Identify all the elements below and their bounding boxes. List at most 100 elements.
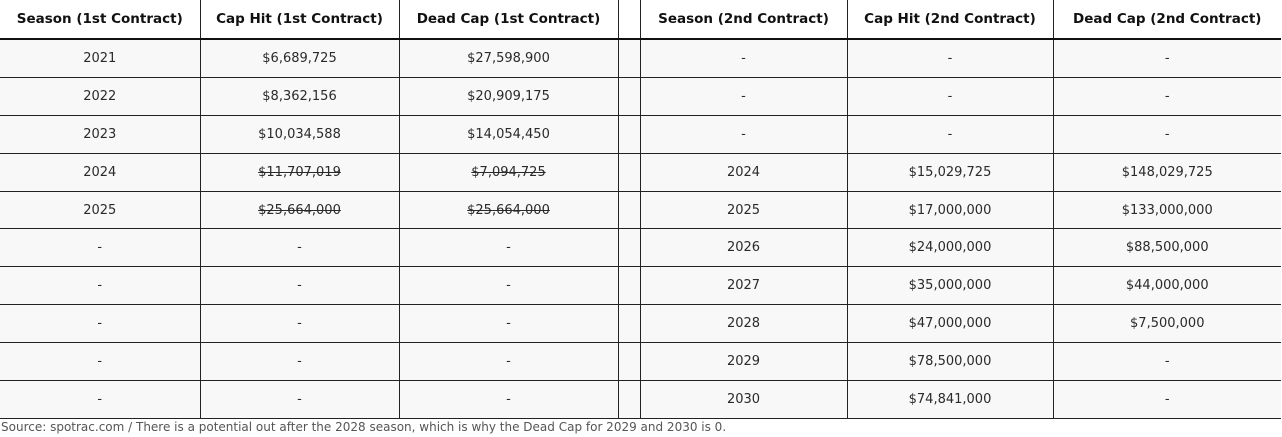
table-row: 2025 $25,664,000 $25,664,000 2025 $17,000,00… xyxy=(0,190,1281,230)
cell-value: - xyxy=(1164,88,1170,104)
cell-value: - xyxy=(1164,354,1170,370)
separator-cell xyxy=(617,114,641,154)
table-row: - - - 2028 $47,000,000 $7,500,000 xyxy=(0,304,1281,344)
cell-value: $15,029,725 xyxy=(908,164,992,180)
cell-value: - xyxy=(506,391,511,407)
cell-value: $88,500,000 xyxy=(1125,240,1209,256)
cell-dead-cap-2nd: - xyxy=(1052,76,1281,116)
separator-cell xyxy=(617,38,641,78)
cell-value: $10,034,588 xyxy=(258,126,341,142)
cell-value: $8,362,156 xyxy=(262,88,337,104)
cell-value: - xyxy=(297,391,302,407)
table-header: Season (1st Contract) Cap Hit (1st Contr… xyxy=(0,0,1281,40)
cell-season-1st: - xyxy=(0,228,201,268)
cell-value: $11,707,019 xyxy=(258,164,341,180)
cell-dead-cap-2nd: $88,500,000 xyxy=(1052,228,1281,268)
cell-season-1st: - xyxy=(0,380,201,419)
cell-value: - xyxy=(506,278,511,294)
cell-value: - xyxy=(741,50,746,66)
cell-season-2nd: 2027 xyxy=(639,266,848,306)
header-season-2nd: Season (2nd Contract) xyxy=(639,0,848,40)
separator-cell xyxy=(617,304,641,344)
cell-season-2nd: 2026 xyxy=(639,228,848,268)
header-dead-cap-1st: Dead Cap (1st Contract) xyxy=(398,0,619,40)
cell-cap-hit-2nd: $47,000,000 xyxy=(846,304,1054,344)
cell-dead-cap-2nd: - xyxy=(1052,38,1281,78)
cell-value: - xyxy=(741,126,746,142)
cell-value: $74,841,000 xyxy=(908,391,992,407)
cell-value: - xyxy=(1164,391,1170,407)
cell-season-2nd: - xyxy=(639,114,848,154)
cell-value: $78,500,000 xyxy=(908,354,992,370)
cell-value: $14,054,450 xyxy=(467,126,550,142)
header-row: Season (1st Contract) Cap Hit (1st Contr… xyxy=(0,0,1281,40)
cell-dead-cap-2nd: $133,000,000 xyxy=(1052,190,1281,230)
cell-value: - xyxy=(947,126,953,142)
cell-season-2nd: 2025 xyxy=(639,190,848,230)
table-row: - - - 2030 $74,841,000 - xyxy=(0,380,1281,419)
cell-dead-cap-1st: $7,094,725 xyxy=(398,152,619,192)
cell-cap-hit-1st: $8,362,156 xyxy=(199,76,400,116)
cell-dead-cap-1st: $20,909,175 xyxy=(398,76,619,116)
cell-value: - xyxy=(947,50,953,66)
cell-cap-hit-2nd: $24,000,000 xyxy=(846,228,1054,268)
cell-value: $24,000,000 xyxy=(908,240,992,256)
cell-value: 2022 xyxy=(83,88,117,104)
header-cap-hit-2nd: Cap Hit (2nd Contract) xyxy=(846,0,1054,40)
cell-dead-cap-1st: - xyxy=(398,380,619,419)
cell-value: 2030 xyxy=(726,391,761,407)
cell-value: - xyxy=(947,88,953,104)
cell-value: - xyxy=(97,240,103,256)
cell-season-1st: 2023 xyxy=(0,114,201,154)
cell-cap-hit-1st: $11,707,019 xyxy=(199,152,400,192)
cell-dead-cap-1st: $14,054,450 xyxy=(398,114,619,154)
cell-value: $20,909,175 xyxy=(467,88,550,104)
cell-dead-cap-1st: - xyxy=(398,304,619,344)
cell-value: - xyxy=(506,316,511,332)
cell-season-1st: 2022 xyxy=(0,76,201,116)
cell-value: $47,000,000 xyxy=(908,316,992,332)
cell-dead-cap-1st: - xyxy=(398,342,619,382)
cell-dead-cap-1st: $25,664,000 xyxy=(398,190,619,230)
cell-value: 2024 xyxy=(726,164,761,180)
cell-season-1st: 2024 xyxy=(0,152,201,192)
cell-dead-cap-2nd: $7,500,000 xyxy=(1052,304,1281,344)
cell-value: 2023 xyxy=(83,126,117,142)
table-row: - - - 2029 $78,500,000 - xyxy=(0,342,1281,382)
cell-value: $44,000,000 xyxy=(1125,278,1209,294)
cell-cap-hit-1st: $10,034,588 xyxy=(199,114,400,154)
cell-season-2nd: - xyxy=(639,76,848,116)
cell-cap-hit-2nd: - xyxy=(846,76,1054,116)
contract-comparison-table: Season (1st Contract) Cap Hit (1st Contr… xyxy=(0,0,1281,419)
cell-cap-hit-2nd: $35,000,000 xyxy=(846,266,1054,306)
separator-cell xyxy=(617,266,641,306)
separator-cell xyxy=(617,76,641,116)
cell-cap-hit-1st: - xyxy=(199,266,400,306)
cell-season-1st: - xyxy=(0,266,201,306)
cell-value: 2025 xyxy=(726,202,761,218)
cell-value: - xyxy=(97,278,103,294)
cell-value: - xyxy=(506,354,511,370)
cell-cap-hit-2nd: - xyxy=(846,114,1054,154)
table-body: 2021 $6,689,725 $27,598,900 - - - 2022 $8,362,1… xyxy=(0,38,1281,419)
cell-season-1st: - xyxy=(0,342,201,382)
cell-cap-hit-1st: - xyxy=(199,380,400,419)
source-footnote: Source: spotrac.com / There is a potenti… xyxy=(1,420,727,434)
separator-cell xyxy=(617,190,641,230)
table-row: 2023 $10,034,588 $14,054,450 - - - xyxy=(0,114,1281,154)
cell-dead-cap-2nd: $44,000,000 xyxy=(1052,266,1281,306)
header-dead-cap-2nd: Dead Cap (2nd Contract) xyxy=(1052,0,1281,40)
cell-season-2nd: 2030 xyxy=(639,380,848,419)
separator-cell xyxy=(617,380,641,419)
cell-value: $17,000,000 xyxy=(908,202,992,218)
cell-cap-hit-1st: $6,689,725 xyxy=(199,38,400,78)
cell-dead-cap-2nd: $148,029,725 xyxy=(1052,152,1281,192)
cell-dead-cap-2nd: - xyxy=(1052,114,1281,154)
cell-value: $25,664,000 xyxy=(258,202,341,218)
cell-cap-hit-1st: - xyxy=(199,228,400,268)
cell-value: - xyxy=(297,354,302,370)
table-row: 2021 $6,689,725 $27,598,900 - - - xyxy=(0,38,1281,78)
cell-dead-cap-2nd: - xyxy=(1052,380,1281,419)
cell-value: - xyxy=(506,240,511,256)
